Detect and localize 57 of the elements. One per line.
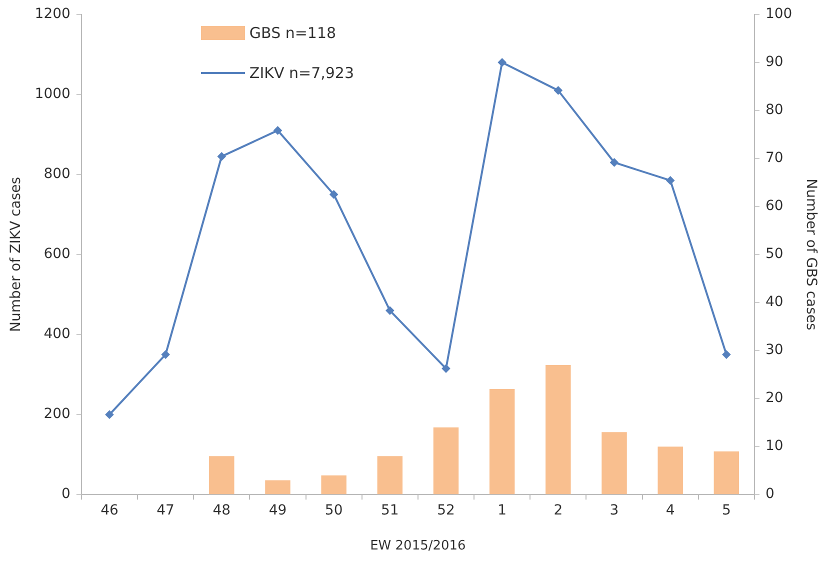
point [666,176,674,184]
point [386,306,394,315]
bar [546,364,571,494]
y2-tick-label: 20 [765,390,784,406]
y2-tick-label: 80 [765,102,784,118]
point [274,126,282,134]
x-tick-label: 51 [380,502,399,519]
y2-tick-label: 60 [765,198,784,214]
y2-tick-label: 30 [765,342,784,358]
y-tick-label: 1000 [34,86,70,102]
y-tick-label: 600 [44,246,70,262]
point [330,190,338,198]
x-axis-title: EW 2015/2016 [370,538,466,554]
point [442,364,450,373]
point [498,58,506,66]
y-tick-label: 400 [44,326,70,342]
point [218,152,226,160]
point [105,410,114,419]
bar [602,432,627,494]
bar [489,388,515,494]
x-tick-label: 1 [498,502,507,519]
bar [209,456,234,494]
y-tick-label: 0 [62,486,70,502]
x-tick-label: 2 [554,502,563,519]
y2-tick-label: 40 [765,294,784,310]
bar [433,427,459,494]
bar [714,451,740,494]
x-tick-label: 47 [156,502,174,519]
y2-tick-label: 70 [765,150,784,166]
y-tick-label: 800 [44,166,70,182]
x-tick-label: 3 [610,502,619,519]
bar [377,456,403,494]
bar [658,446,683,494]
y2-tick-label: 50 [765,246,784,262]
point [554,86,562,94]
y2-tick-label: 0 [765,486,774,502]
x-tick-label: 52 [437,502,455,519]
point [162,350,170,359]
y2-tick-label: 90 [765,54,784,70]
bar [321,475,346,494]
legend-label: GBS n=118 [249,24,336,42]
y2-tick-label: 100 [765,6,792,22]
y-tick-label: 200 [44,406,70,422]
x-tick-label: 46 [100,502,118,519]
y2-tick-label: 10 [765,438,784,454]
x-tick-label: 49 [268,502,287,519]
bar [265,480,290,494]
legend-label: ZIKV n=7,923 [249,64,354,82]
point [722,350,730,359]
x-tick-label: 48 [212,502,231,519]
x-tick-label: 5 [722,502,731,519]
y-axis-title: Number of ZIKV cases [8,176,24,332]
y-tick-label: 1200 [34,6,70,22]
y2-axis-title: Number of GBS cases [802,178,819,330]
x-tick-label: 50 [324,502,343,519]
point [610,158,618,166]
x-tick-label: 4 [666,502,675,519]
